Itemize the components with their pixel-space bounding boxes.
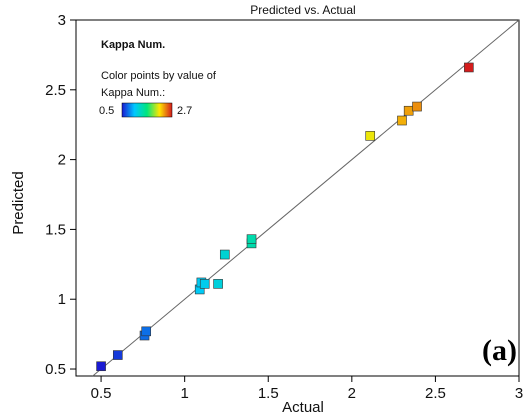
y-tick-label: 1: [58, 291, 66, 308]
panel-label: (a): [482, 334, 517, 367]
data-point: [403, 105, 414, 116]
y-tick-label: 2.5: [45, 82, 66, 99]
data-points: [96, 62, 474, 372]
reference-line: [92, 19, 520, 377]
x-tick-label: 1: [180, 385, 188, 402]
chart-title: Predicted vs. Actual: [250, 3, 355, 17]
legend-color-bar: [121, 102, 173, 118]
plot-frame: [75, 19, 520, 377]
x-axis-label: Actual: [282, 399, 324, 416]
x-tick-label: 3: [515, 385, 523, 402]
data-point: [397, 115, 407, 126]
data-point: [199, 279, 210, 289]
x-tick-label: 1.5: [258, 385, 279, 402]
y-axis-label: Predicted: [10, 171, 27, 234]
data-point: [96, 361, 106, 372]
x-axis: 0.5 1 1.5 2 2.5 3: [91, 376, 523, 402]
y-tick-label: 2: [58, 152, 66, 169]
data-point: [464, 62, 474, 73]
legend-title: Kappa Num.: [101, 39, 165, 51]
data-point: [141, 326, 152, 337]
legend-caption: Color points by value of: [101, 70, 217, 82]
data-point: [213, 279, 223, 289]
x-tick-label: 2: [348, 385, 356, 402]
data-point: [246, 234, 257, 244]
x-tick-label: 0.5: [91, 385, 112, 402]
x-tick-label: 2.5: [425, 385, 446, 402]
y-tick-label: 3: [58, 12, 66, 29]
y-axis: 0.5 1 1.5 2 2.5 3: [45, 12, 76, 378]
legend-caption-variable: Kappa Num.:: [101, 87, 165, 99]
data-point: [112, 350, 123, 360]
y-tick-label: 0.5: [45, 361, 66, 378]
data-point: [412, 101, 422, 112]
data-point: [219, 249, 230, 260]
y-tick-label: 1.5: [45, 221, 66, 238]
legend-max-label: 2.7: [177, 105, 192, 117]
data-point: [365, 131, 376, 141]
legend-min-label: 0.5: [99, 105, 114, 117]
color-legend: Kappa Num. Color points by value of Kapp…: [99, 39, 217, 118]
